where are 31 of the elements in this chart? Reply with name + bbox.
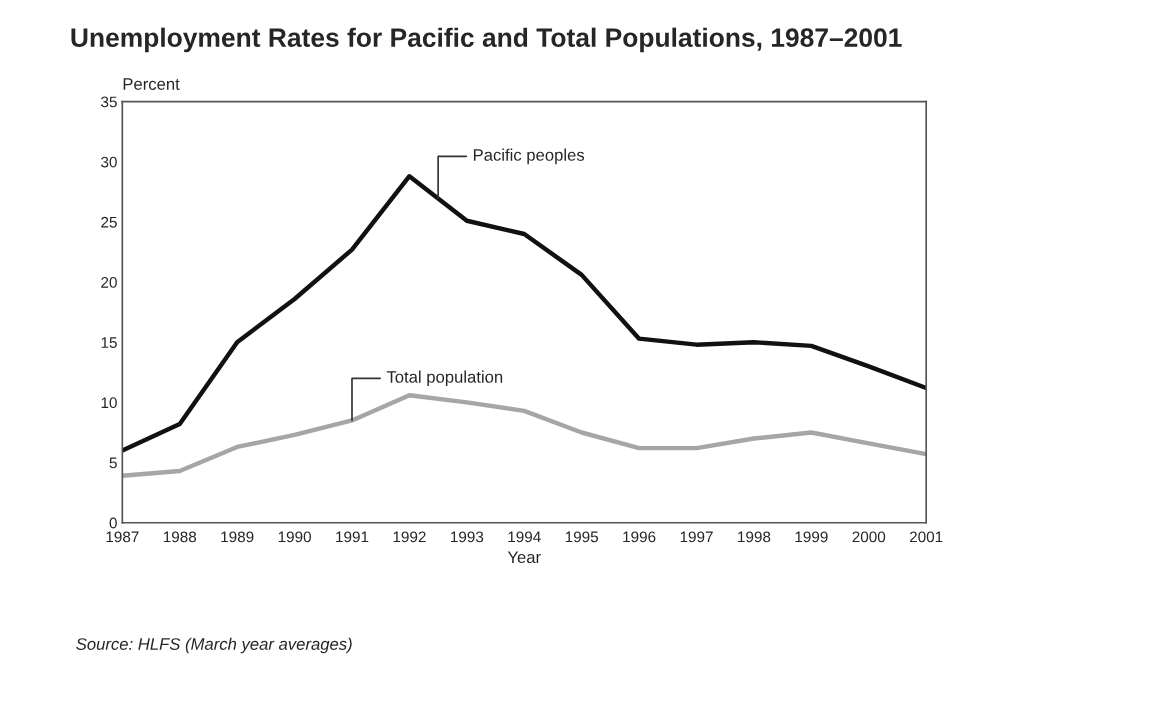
x-tick-label: 1997 bbox=[680, 531, 713, 543]
chart-title: Unemployment Rates for Pacific and Total Populations, 1987–2001 bbox=[71, 27, 902, 53]
x-tick-label: 1999 bbox=[795, 531, 828, 543]
x-tick-label: 1987 bbox=[106, 531, 139, 543]
y-tick-label: 10 bbox=[101, 397, 117, 409]
x-tick-label: 1998 bbox=[738, 531, 771, 543]
x-tick-label: 2001 bbox=[909, 531, 943, 543]
y-tick-label: 35 bbox=[101, 96, 117, 108]
x-axis-title: Year bbox=[507, 551, 541, 564]
y-tick-label: 25 bbox=[101, 216, 117, 228]
annotation: Total population bbox=[386, 370, 503, 387]
y-tick-label: 30 bbox=[101, 156, 117, 168]
y-tick-label: 5 bbox=[109, 457, 117, 469]
x-tick-label: 1992 bbox=[393, 531, 426, 543]
y-tick-label: 0 bbox=[109, 517, 117, 529]
line-series bbox=[122, 174, 927, 453]
x-tick-label: 1993 bbox=[451, 531, 484, 543]
x-tick-label: 1990 bbox=[278, 531, 311, 543]
x-tick-label: 1995 bbox=[565, 531, 599, 543]
x-tick-label: 1996 bbox=[623, 531, 656, 543]
x-tick-label: 2000 bbox=[852, 531, 886, 543]
x-tick-label: 1991 bbox=[336, 531, 369, 543]
line-series bbox=[122, 392, 927, 479]
y-axis-title: Percent bbox=[123, 78, 180, 90]
y-tick-label: 15 bbox=[101, 337, 117, 348]
source-note: Source: HLFS (March year averages) bbox=[76, 637, 352, 654]
x-tick-label: 1988 bbox=[163, 531, 197, 543]
annotation: Pacific peoples bbox=[473, 148, 585, 165]
x-tick-label: 1989 bbox=[221, 531, 254, 543]
y-tick-label: 20 bbox=[101, 276, 117, 288]
x-tick-label: 1994 bbox=[508, 531, 541, 543]
